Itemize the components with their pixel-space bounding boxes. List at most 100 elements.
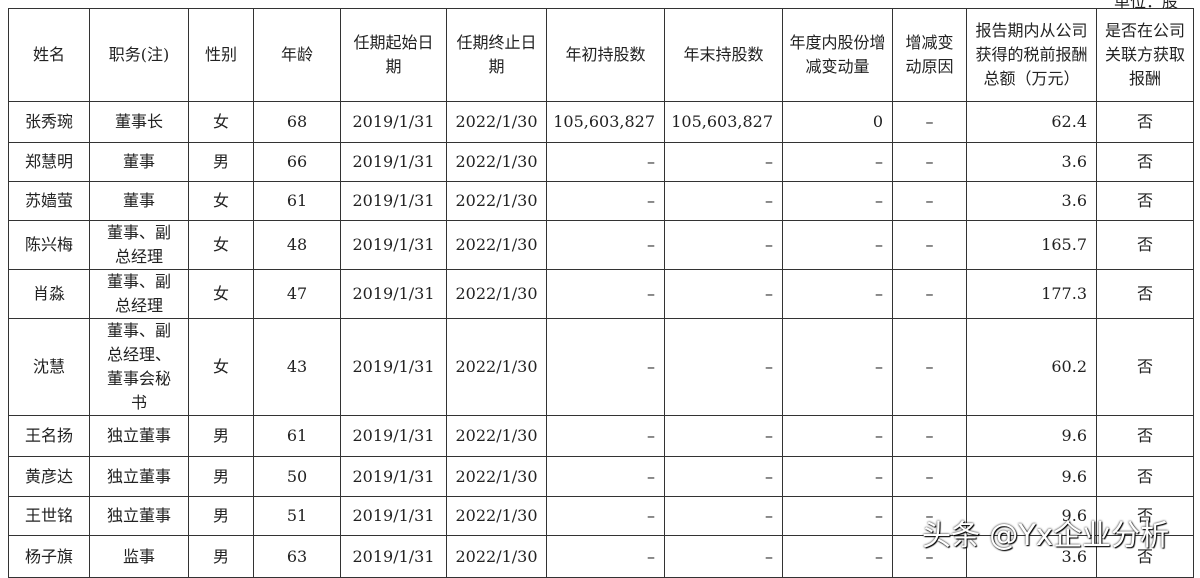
table-cell: 独立董事 [89, 456, 189, 497]
table-cell: – [892, 101, 967, 143]
table-cell: – [664, 142, 783, 182]
table-cell: – [892, 318, 967, 416]
table-cell: 否 [1096, 142, 1194, 182]
table-row: 王名扬 独立董事男 61 2019/1/31 2022/1/30– – – –9.6 否 [8, 415, 1194, 457]
table-cell: 男 [188, 496, 254, 536]
table-cell: 2022/1/30 [446, 456, 547, 497]
table-cell: 2022/1/30 [446, 269, 547, 319]
table-cell: 66 [253, 142, 341, 182]
table-cell: 2022/1/30 [446, 220, 547, 270]
table-cell: 监事 [89, 535, 189, 578]
table-cell: 2019/1/31 [340, 142, 447, 182]
table-row: 沈慧 董事、副总经理、董事会秘书女 43 2019/1/31 2022/1/30– – – –… [8, 318, 1194, 416]
table-cell: 董事 [89, 142, 189, 182]
table-cell: – [782, 181, 893, 221]
table-cell: 2022/1/30 [446, 535, 547, 578]
watermark: 头条 @Yx企业分析 [922, 518, 1170, 552]
table-cell: 9.6 [966, 496, 1097, 536]
table-cell: 63 [253, 535, 341, 578]
table-cell: 2019/1/31 [340, 415, 447, 457]
table-row: 黄彦达 独立董事男 50 2019/1/31 2022/1/30– – – –9.6 否 [8, 456, 1194, 497]
table-cell: 沈慧 [8, 318, 90, 416]
table-cell: 2019/1/31 [340, 456, 447, 497]
directors-table: 姓名 职务(注) 性别 年龄 任期起始日期 任期终止日期 年初持股数 年末持股数 年度内股份增减… [8, 8, 1194, 578]
table-cell: 否 [1096, 496, 1194, 536]
table-cell: 否 [1096, 220, 1194, 270]
table-cell: 2022/1/30 [446, 181, 547, 221]
table-cell: 陈兴梅 [8, 220, 90, 270]
table-cell: 王世铭 [8, 496, 90, 536]
table-cell: – [546, 318, 665, 416]
table-cell: – [782, 496, 893, 536]
table-cell: 王名扬 [8, 415, 90, 457]
table-cell: 47 [253, 269, 341, 319]
table-cell: – [546, 220, 665, 270]
table-cell: – [782, 535, 893, 578]
table-cell: 女 [188, 101, 254, 143]
table-cell: – [664, 496, 783, 536]
table-cell: 3.6 [966, 181, 1097, 221]
table-cell: 否 [1096, 318, 1194, 416]
table-row: 郑慧明 董事男 66 2019/1/31 2022/1/30– – – –3.6 否 [8, 142, 1194, 182]
table-cell: – [782, 269, 893, 319]
table-cell: 独立董事 [89, 496, 189, 536]
table-cell: – [892, 181, 967, 221]
table-cell: – [892, 415, 967, 457]
table-cell: 2022/1/30 [446, 496, 547, 536]
table-cell: – [546, 415, 665, 457]
table-cell: 2019/1/31 [340, 220, 447, 270]
table-cell: 48 [253, 220, 341, 270]
column-header: 任期起始日期 [340, 8, 447, 102]
table-cell: 董事、副总经理 [89, 220, 189, 270]
table-cell: 2022/1/30 [446, 415, 547, 457]
table-row: 陈兴梅 董事、副总经理女 48 2019/1/31 2022/1/30– – – –165.7… [8, 220, 1194, 270]
table-cell: – [782, 318, 893, 416]
table-cell: 女 [188, 269, 254, 319]
table-cell: 3.6 [966, 142, 1097, 182]
table-cell: 否 [1096, 456, 1194, 497]
table-cell: 男 [188, 456, 254, 497]
column-header: 是否在公司关联方获取报酬 [1096, 8, 1194, 102]
table-cell: 2019/1/31 [340, 318, 447, 416]
table-cell: 董事、副总经理 [89, 269, 189, 319]
table-cell: 2019/1/31 [340, 101, 447, 143]
table-row: 肖淼 董事、副总经理女 47 2019/1/31 2022/1/30– – – –177.3 否 [8, 269, 1194, 319]
table-cell: 177.3 [966, 269, 1097, 319]
table-cell: – [664, 220, 783, 270]
table-cell: – [546, 181, 665, 221]
table-cell: – [546, 496, 665, 536]
table-cell: 张秀琬 [8, 101, 90, 143]
table-cell: 2022/1/30 [446, 318, 547, 416]
table-cell: – [782, 142, 893, 182]
column-header: 任期终止日期 [446, 8, 547, 102]
table-cell: 165.7 [966, 220, 1097, 270]
table-cell: 男 [188, 142, 254, 182]
table-cell: 61 [253, 181, 341, 221]
table-cell: – [782, 220, 893, 270]
table-cell: 62.4 [966, 101, 1097, 143]
table-cell: 黄彦达 [8, 456, 90, 497]
table-cell: 男 [188, 415, 254, 457]
column-header: 报告期内从公司获得的税前报酬总额（万元） [966, 8, 1097, 102]
table-cell: – [546, 456, 665, 497]
table-cell: 50 [253, 456, 341, 497]
table-cell: 董事长 [89, 101, 189, 143]
table-cell: – [664, 181, 783, 221]
column-header: 年龄 [253, 8, 341, 102]
table-cell: – [892, 496, 967, 536]
table-cell: 独立董事 [89, 415, 189, 457]
table-cell: 女 [188, 318, 254, 416]
column-header: 年末持股数 [664, 8, 783, 102]
table-cell: 2019/1/31 [340, 181, 447, 221]
table-cell: 0 [782, 101, 893, 143]
table-cell: – [782, 415, 893, 457]
column-header: 年初持股数 [546, 8, 665, 102]
column-header: 年度内股份增减变动量 [782, 8, 893, 102]
table-cell: – [546, 269, 665, 319]
table-cell: – [892, 220, 967, 270]
table-cell: 61 [253, 415, 341, 457]
table-cell: 68 [253, 101, 341, 143]
table-cell: – [664, 269, 783, 319]
table-cell: 9.6 [966, 415, 1097, 457]
table-cell: 2022/1/30 [446, 101, 547, 143]
